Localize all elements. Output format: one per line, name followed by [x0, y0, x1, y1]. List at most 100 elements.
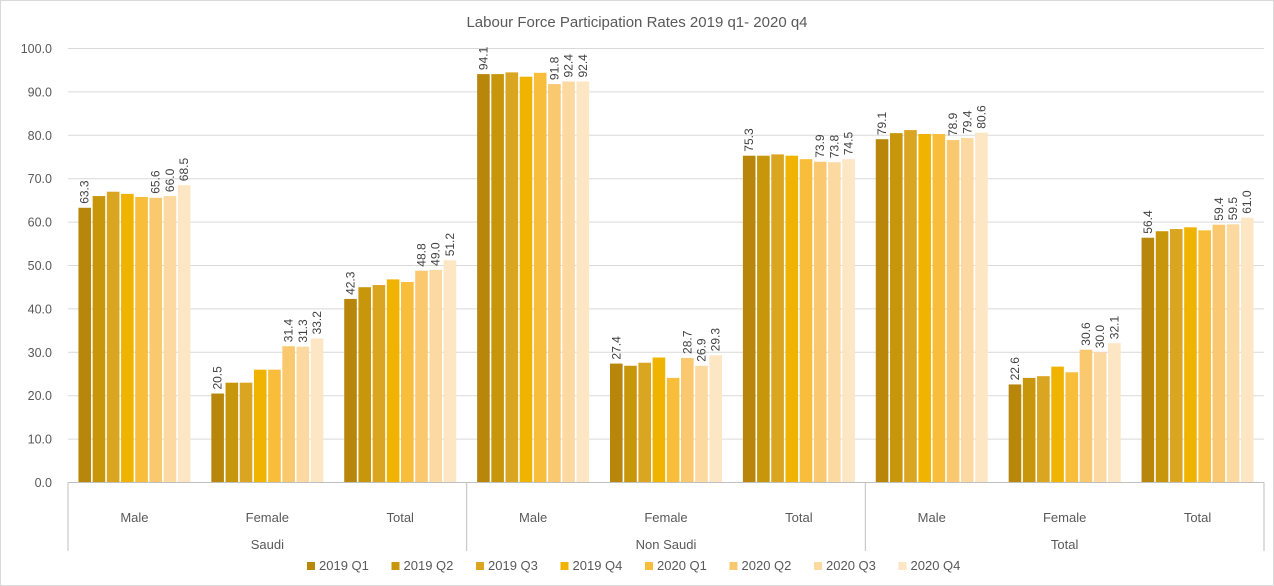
bar-2019-q3 [904, 130, 917, 483]
bar-2019-q1 [344, 298, 357, 483]
bar-2020-q1 [268, 369, 281, 483]
legend-label: 2020 Q4 [911, 558, 961, 573]
data-label: 73.8 [827, 135, 841, 159]
bar-2019-q3 [106, 191, 120, 483]
bar-2019-q3 [1037, 376, 1050, 483]
data-label: 79.4 [960, 110, 974, 134]
x-group-label: Total [1051, 537, 1079, 552]
bar-2020-q2 [1212, 224, 1226, 483]
x-category-label: Female [1043, 510, 1086, 525]
bar-2020-q2 [946, 140, 960, 483]
legend-label: 2020 Q1 [657, 558, 707, 573]
legend-label: 2020 Q3 [826, 558, 876, 573]
data-label: 26.9 [695, 338, 709, 362]
data-label: 33.2 [310, 311, 324, 335]
bar-2020-q1 [1065, 372, 1079, 483]
bar-2020-q3 [163, 196, 177, 483]
bar-2020-q2 [681, 357, 694, 483]
y-tick-label: 50.0 [28, 259, 52, 273]
y-tick-label: 0.0 [35, 476, 52, 490]
data-label: 75.3 [742, 128, 756, 152]
bar-2019-q3 [505, 72, 519, 483]
x-category-label: Total [785, 510, 813, 525]
data-label: 92.4 [576, 54, 590, 78]
data-label: 66.0 [163, 168, 177, 192]
x-category-label: Male [519, 510, 547, 525]
bar-2020-q3 [562, 81, 575, 483]
bar-2019-q4 [253, 369, 267, 483]
bar-2020-q1 [533, 72, 547, 483]
data-label: 91.8 [547, 56, 561, 80]
legend-label: 2020 Q2 [742, 558, 792, 573]
data-label: 56.4 [1141, 210, 1155, 234]
y-tick-label: 10.0 [28, 433, 52, 447]
bar-2020-q3 [1226, 224, 1240, 483]
bar-2020-q1 [1198, 230, 1211, 483]
bar-2019-q1 [742, 155, 756, 483]
bar-2020-q3 [296, 346, 310, 483]
data-label: 68.5 [177, 158, 191, 182]
bar-2019-q2 [358, 287, 372, 483]
data-label: 31.4 [282, 319, 296, 343]
bar-2019-q2 [491, 74, 504, 483]
x-group-label: Non Saudi [636, 537, 697, 552]
bar-2019-q1 [610, 363, 623, 483]
bar-2019-q2 [889, 133, 903, 483]
y-axis-ticks: 0.0 10.0 20.0 30.0 40.0 50.0 60.0 70.0 80.0 90.0 1… [21, 42, 52, 490]
bar-2020-q2 [813, 161, 827, 483]
data-label: 30.0 [1093, 325, 1107, 349]
bar-2019-q3 [771, 154, 784, 483]
x-category-label: Total [1184, 510, 1212, 525]
bar-2020-q2 [149, 197, 163, 483]
bar-2019-q4 [652, 357, 666, 483]
bar-2020-q4 [177, 185, 191, 483]
data-label: 32.1 [1107, 316, 1121, 340]
bar-2020-q4 [310, 338, 324, 483]
data-label: 65.6 [149, 170, 163, 194]
bar-2019-q1 [875, 139, 889, 483]
bar-2020-q3 [828, 162, 841, 483]
data-label: 31.3 [296, 319, 310, 343]
data-label: 30.6 [1079, 322, 1093, 346]
bar-2020-q1 [666, 377, 680, 483]
legend-label: 2019 Q1 [319, 558, 369, 573]
x-category-label: Total [386, 510, 414, 525]
data-label: 74.5 [842, 131, 856, 155]
bar-2019-q4 [785, 155, 799, 483]
legend-label: 2019 Q2 [404, 558, 454, 573]
legend-swatch [307, 562, 315, 570]
bar-2019-q1 [1141, 237, 1155, 483]
bar-2019-q2 [1155, 231, 1169, 483]
data-label: 92.4 [562, 54, 576, 78]
bar-2020-q4 [576, 81, 590, 483]
data-label: 80.6 [974, 105, 988, 129]
bar-2020-q2 [548, 84, 561, 483]
y-tick-label: 30.0 [28, 346, 52, 360]
data-label: 79.1 [875, 112, 889, 136]
bar-2020-q4 [1108, 343, 1121, 483]
legend-swatch [476, 562, 484, 570]
data-label: 59.5 [1226, 197, 1240, 221]
data-label: 20.5 [211, 366, 225, 390]
data-label: 48.8 [415, 243, 429, 267]
chart-title: Labour Force Participation Rates 2019 q1… [466, 14, 807, 31]
y-tick-label: 80.0 [28, 129, 52, 143]
gridlines [68, 48, 1264, 440]
legend-swatch [729, 562, 738, 570]
bars [78, 72, 1254, 483]
bar-2019-q1 [78, 207, 92, 483]
y-tick-label: 100.0 [21, 42, 52, 56]
y-tick-label: 40.0 [28, 302, 52, 316]
data-labels: 63.3 65.6 66.0 68.5 20.5 31.4 31.3 33.2 42.3 48.8… [78, 46, 1255, 389]
y-tick-label: 60.0 [28, 216, 52, 230]
bar-2020-q3 [429, 269, 443, 483]
bar-2020-q1 [401, 281, 414, 483]
bar-2019-q4 [1184, 227, 1197, 483]
bar-2019-q1 [1008, 384, 1022, 483]
bar-2020-q4 [1240, 217, 1254, 483]
bar-2020-q4 [975, 132, 988, 483]
bar-2019-q1 [477, 74, 490, 483]
x-group-label: Saudi [251, 537, 284, 552]
